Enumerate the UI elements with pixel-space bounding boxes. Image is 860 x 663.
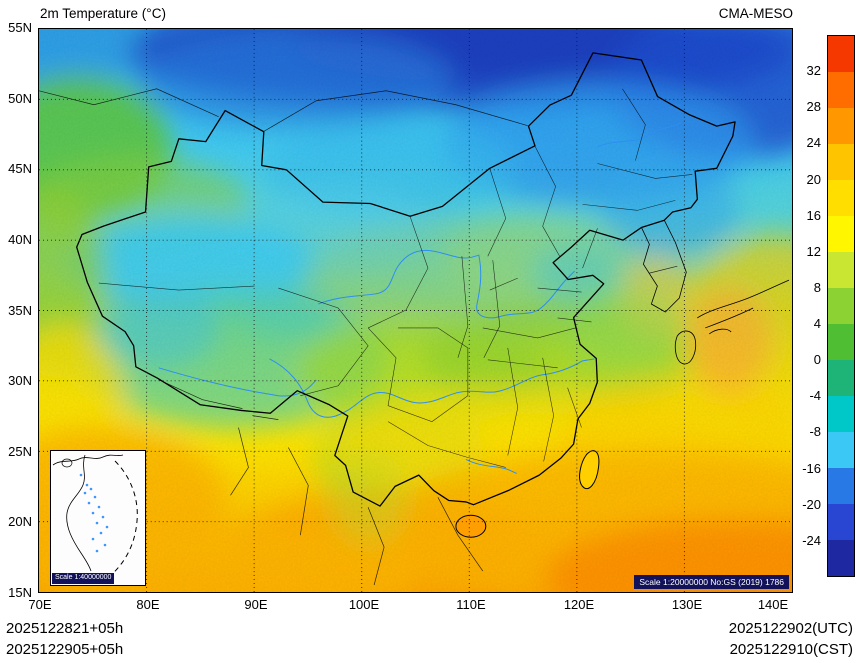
colorbar-label: 16 — [806, 208, 821, 223]
colorbar-segment — [828, 144, 854, 180]
colorbar-label: -8 — [809, 424, 821, 439]
inset-map-svg — [52, 454, 138, 582]
colorbar-segment — [828, 288, 854, 324]
colorbar-segment — [828, 432, 854, 468]
map-area: Scale 1:40000000 Scale 1:20000000 No:GS … — [38, 28, 793, 593]
china-border — [76, 52, 736, 507]
valid-time-utc: 2025122902(UTC) — [728, 620, 853, 637]
colorbar-label: -16 — [802, 461, 821, 476]
init-time-cst: 2025122905+05h — [6, 641, 124, 658]
geography-layer — [39, 52, 790, 586]
colorbar-segment — [828, 180, 854, 216]
colorbar-label: 28 — [806, 99, 821, 114]
colorbar-label: 12 — [806, 244, 821, 259]
lon-label: 130E — [671, 597, 703, 612]
lon-label: 90E — [244, 597, 268, 612]
inset-scale-badge: Scale 1:40000000 — [52, 573, 115, 584]
colorbar-label: 8 — [813, 280, 821, 295]
lon-label: 100E — [348, 597, 380, 612]
colorbar-label: 4 — [813, 316, 821, 331]
colorbar-labels: 32 28 24 20 16 12 8 4 0 -4 -8 -16 -20 -2… — [790, 35, 823, 577]
lon-label: 120E — [563, 597, 595, 612]
colorbar-segment — [828, 468, 854, 504]
rivers — [158, 122, 682, 474]
lat-label: 35N — [8, 303, 32, 318]
japan-outline — [674, 279, 790, 365]
model-name-label: CMA-MESO — [718, 6, 793, 21]
yellow-river — [318, 250, 575, 319]
valid-time-cst: 2025122910(CST) — [729, 641, 853, 658]
korea-outline — [641, 220, 687, 313]
lon-label: 110E — [456, 597, 486, 612]
colorbar-segment — [828, 540, 854, 576]
map-scale-badge: Scale 1:20000000 No:GS (2019) 1786 — [634, 574, 789, 589]
colorbar-segment — [828, 396, 854, 432]
inset-island-dots — [79, 473, 109, 553]
colorbar-segment — [828, 216, 854, 252]
foreign-borders — [39, 88, 678, 586]
lat-label: 50N — [8, 91, 32, 106]
lon-label: 70E — [28, 597, 52, 612]
colorbar-segment — [828, 36, 854, 72]
lat-label: 25N — [8, 444, 32, 459]
terrain-grain-texture — [39, 29, 792, 592]
colorbar-label: 0 — [813, 352, 821, 367]
lat-label: 45N — [8, 161, 32, 176]
colorbar-label: 32 — [806, 63, 821, 78]
colorbar-label: 24 — [806, 135, 821, 150]
init-time-utc: 2025122821+05h — [6, 620, 124, 637]
songhua-river — [597, 122, 682, 148]
lon-label: 80E — [136, 597, 160, 612]
lat-label: 30N — [8, 373, 32, 388]
page-title: 2m Temperature (°C) — [40, 6, 166, 21]
inset-coastline-north — [52, 454, 124, 466]
lat-label: 40N — [8, 232, 32, 247]
colorbar-segment — [828, 252, 854, 288]
pearl-river — [465, 459, 517, 474]
colorbar — [827, 35, 855, 577]
colorbar-segment — [828, 504, 854, 540]
yarlung-river — [158, 367, 317, 397]
inset-hainan — [61, 458, 73, 468]
longitude-axis: 70E 80E 90E 100E 110E 120E 130E 140E — [28, 597, 793, 613]
colorbar-label: -4 — [809, 388, 821, 403]
colorbar-segment — [828, 108, 854, 144]
inset-map-south-china-sea: Scale 1:40000000 — [50, 450, 146, 586]
colorbar-label: -20 — [802, 497, 821, 512]
colorbar-label: -24 — [802, 533, 821, 548]
temperature-field-svg — [39, 29, 792, 592]
taiwan-island — [579, 450, 600, 490]
inset-coastline-west — [66, 454, 92, 572]
latitude-axis: 55N 50N 45N 40N 35N 30N 25N 20N 15N — [0, 20, 34, 600]
hainan-island — [455, 514, 487, 538]
lon-label: 140E — [757, 597, 789, 612]
colorbar-segment — [828, 324, 854, 360]
lat-label: 15N — [8, 585, 32, 600]
colorbar-label: 20 — [806, 172, 821, 187]
lat-label: 55N — [8, 20, 32, 35]
colorbar-segment — [828, 72, 854, 108]
yangtze-river — [269, 358, 595, 418]
lat-label: 20N — [8, 514, 32, 529]
colorbar-segment — [828, 360, 854, 396]
inset-dash-line — [92, 460, 138, 582]
